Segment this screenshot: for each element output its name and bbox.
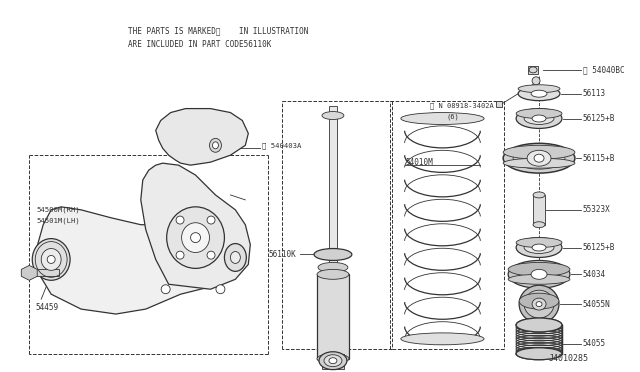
Ellipse shape <box>534 154 544 162</box>
Ellipse shape <box>47 256 55 263</box>
Ellipse shape <box>516 348 562 360</box>
Ellipse shape <box>524 290 554 318</box>
Ellipse shape <box>508 274 570 284</box>
Ellipse shape <box>532 244 546 251</box>
Text: 54459: 54459 <box>35 302 58 312</box>
Ellipse shape <box>524 113 554 125</box>
Ellipse shape <box>503 143 575 173</box>
Ellipse shape <box>532 298 546 310</box>
Ellipse shape <box>516 238 562 247</box>
Text: 56110K: 56110K <box>268 250 296 259</box>
Text: ※ N 08918-3402A: ※ N 08918-3402A <box>429 102 493 109</box>
Ellipse shape <box>319 352 347 370</box>
Ellipse shape <box>318 262 348 272</box>
Ellipse shape <box>520 321 558 329</box>
Ellipse shape <box>508 260 570 288</box>
Ellipse shape <box>503 158 575 168</box>
Ellipse shape <box>533 222 545 228</box>
Ellipse shape <box>532 115 546 122</box>
Ellipse shape <box>516 109 562 119</box>
Ellipse shape <box>324 355 342 367</box>
Bar <box>29 269 59 276</box>
Ellipse shape <box>401 113 484 125</box>
Text: 56115+B: 56115+B <box>583 154 615 163</box>
Ellipse shape <box>503 145 575 159</box>
Ellipse shape <box>216 285 225 294</box>
Ellipse shape <box>329 358 337 364</box>
Ellipse shape <box>518 85 560 93</box>
Ellipse shape <box>212 142 218 149</box>
Ellipse shape <box>176 216 184 224</box>
Bar <box>533 195 545 225</box>
Ellipse shape <box>519 265 559 283</box>
Ellipse shape <box>182 223 209 253</box>
Text: 54500M(RH): 54500M(RH) <box>36 206 80 213</box>
Text: ※ 54040BC: ※ 54040BC <box>583 65 625 74</box>
Ellipse shape <box>513 147 565 169</box>
Ellipse shape <box>176 251 184 259</box>
Ellipse shape <box>519 293 559 309</box>
Ellipse shape <box>536 302 542 307</box>
Ellipse shape <box>314 248 352 260</box>
Bar <box>317 274 349 359</box>
Text: 56113: 56113 <box>583 89 606 98</box>
Polygon shape <box>156 109 248 165</box>
Ellipse shape <box>516 109 562 128</box>
Ellipse shape <box>516 348 562 360</box>
Ellipse shape <box>207 251 215 259</box>
Ellipse shape <box>532 77 540 85</box>
Text: 54055N: 54055N <box>583 299 611 309</box>
Text: 56125+B: 56125+B <box>583 243 615 252</box>
Ellipse shape <box>32 238 70 280</box>
Ellipse shape <box>317 354 349 364</box>
Ellipse shape <box>207 216 215 224</box>
Polygon shape <box>21 265 37 280</box>
Ellipse shape <box>191 232 200 243</box>
Ellipse shape <box>529 67 537 73</box>
Ellipse shape <box>508 262 570 276</box>
Ellipse shape <box>230 251 241 263</box>
Ellipse shape <box>317 269 349 279</box>
Polygon shape <box>141 163 250 289</box>
Bar <box>516 325 562 354</box>
Text: 54055: 54055 <box>583 339 606 348</box>
Bar <box>322 354 344 369</box>
Ellipse shape <box>401 333 484 345</box>
Ellipse shape <box>518 87 560 101</box>
Text: ※ 540403A: ※ 540403A <box>262 142 301 148</box>
Text: 54034: 54034 <box>583 270 606 279</box>
Ellipse shape <box>516 318 562 332</box>
Ellipse shape <box>516 318 562 332</box>
Text: ARE INCLUDED IN PART CODE56110K: ARE INCLUDED IN PART CODE56110K <box>128 39 271 49</box>
Bar <box>496 101 502 107</box>
Ellipse shape <box>519 285 559 323</box>
Ellipse shape <box>41 248 61 270</box>
Ellipse shape <box>161 285 170 294</box>
Ellipse shape <box>531 269 547 279</box>
Polygon shape <box>36 207 245 314</box>
Text: 54501M(LH): 54501M(LH) <box>36 218 80 224</box>
Bar <box>329 106 337 279</box>
Text: 56125+B: 56125+B <box>583 114 615 123</box>
Text: (6): (6) <box>447 113 459 120</box>
Ellipse shape <box>531 90 547 97</box>
Ellipse shape <box>524 241 554 253</box>
Text: 54010M: 54010M <box>406 158 433 167</box>
Text: THE PARTS IS MARKED※    IN ILLUSTRATION: THE PARTS IS MARKED※ IN ILLUSTRATION <box>128 27 308 36</box>
Ellipse shape <box>516 238 562 257</box>
Ellipse shape <box>322 112 344 119</box>
Text: 55323X: 55323X <box>583 205 611 214</box>
Text: J4010285: J4010285 <box>549 354 589 363</box>
Ellipse shape <box>209 138 221 152</box>
Ellipse shape <box>533 192 545 198</box>
Bar <box>528 66 538 74</box>
Ellipse shape <box>225 244 246 271</box>
Ellipse shape <box>166 207 225 268</box>
Ellipse shape <box>527 150 551 166</box>
